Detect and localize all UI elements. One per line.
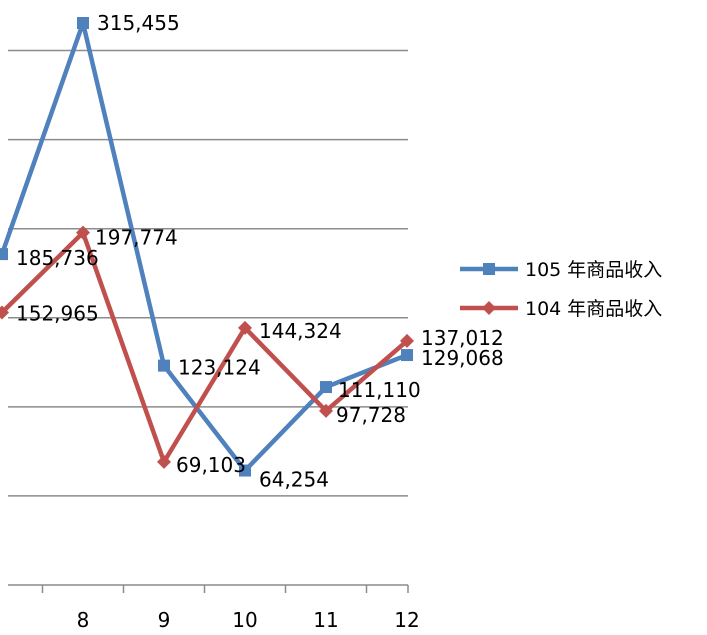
data-point [319, 403, 333, 418]
data-point [238, 320, 252, 335]
data-point [0, 248, 8, 261]
data-label: 69,103 [176, 453, 246, 477]
data-point [76, 225, 90, 240]
data-point [77, 17, 89, 29]
x-tick-label: 12 [394, 608, 419, 632]
data-point [320, 381, 332, 394]
series-line [0, 230, 409, 465]
x-axis: 8 9 10 11 12 [8, 584, 420, 632]
legend-label: 104 年商品收入 [525, 298, 662, 320]
data-label: 152,965 [16, 301, 99, 325]
legend-label: 105 年商品收入 [525, 259, 662, 281]
series-lines [0, 20, 409, 473]
data-point [0, 305, 9, 320]
data-point [239, 464, 251, 477]
data-label: 97,728 [336, 403, 406, 427]
data-point [400, 333, 414, 348]
data-label: 111,110 [338, 378, 421, 402]
data-label: 144,324 [259, 319, 342, 343]
data-label: 197,774 [95, 226, 178, 250]
data-label: 185,736 [16, 246, 99, 270]
x-tick-label: 9 [158, 608, 171, 632]
x-tick-label: 11 [313, 608, 338, 632]
gridlines [8, 49, 408, 497]
data-point [158, 359, 170, 372]
data-labels: 185,736 315,455 123,124 64,254 111,110129,06… [16, 11, 504, 492]
legend-marker [482, 301, 496, 315]
data-label: 137,012 [421, 326, 504, 350]
x-tick-label: 10 [232, 608, 257, 632]
series-line [0, 20, 408, 473]
data-label: 123,124 [178, 356, 261, 380]
data-point [401, 349, 413, 362]
data-label: 129,068 [421, 346, 504, 370]
data-label: 315,455 [97, 11, 180, 35]
data-label: 64,254 [259, 468, 329, 492]
x-tick-label: 8 [77, 608, 90, 632]
data-point [157, 454, 171, 469]
series-markers [0, 17, 414, 477]
legend-marker [483, 263, 495, 275]
legend: 105 年商品收入 104 年商品收入 [460, 259, 662, 320]
